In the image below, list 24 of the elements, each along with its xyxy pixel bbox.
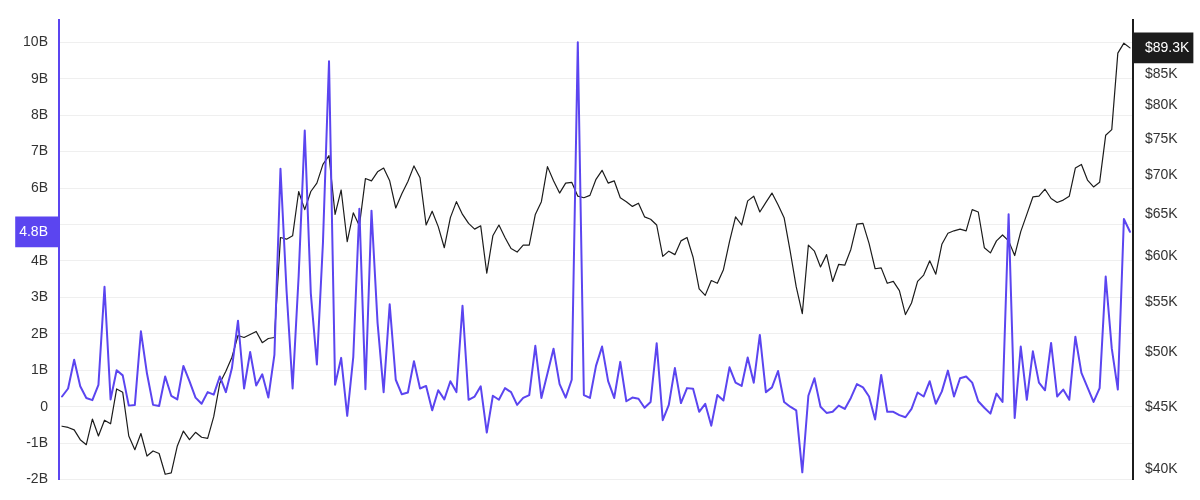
y-tick-label: 6B	[30, 178, 48, 195]
y2-tick-label: $85K	[1145, 64, 1179, 81]
y2-tick-label: $89.3K	[1145, 38, 1191, 55]
y-tick-label: 10B	[23, 33, 48, 50]
y2-tick-label: $40K	[1145, 459, 1179, 476]
y-tick-label: 3B	[30, 288, 48, 305]
y-tick-label: 4B	[30, 251, 48, 268]
y-tick-label: 4.8B	[19, 222, 48, 239]
y2-tick-label: $50K	[1145, 342, 1179, 359]
y2-tick-label: $60K	[1145, 247, 1179, 264]
y-tick-label: 7B	[30, 142, 48, 159]
y-tick-label: 1B	[30, 361, 48, 378]
y2-tick-label: $75K	[1145, 130, 1179, 147]
y2-tick-label: $80K	[1145, 96, 1179, 113]
y-tick-label: -2B	[26, 470, 48, 487]
y-tick-label: 2B	[30, 324, 48, 341]
y-tick-label: 0	[40, 397, 49, 414]
y2-tick-label: $45K	[1145, 398, 1179, 415]
y-tick-label: -1B	[26, 434, 48, 451]
y2-tick-label: $55K	[1145, 292, 1179, 309]
y2-tick-label: $65K	[1145, 205, 1179, 222]
y-tick-label: 8B	[30, 106, 48, 123]
y-tick-label: 9B	[30, 69, 48, 86]
y2-tick-label: $70K	[1145, 166, 1179, 183]
